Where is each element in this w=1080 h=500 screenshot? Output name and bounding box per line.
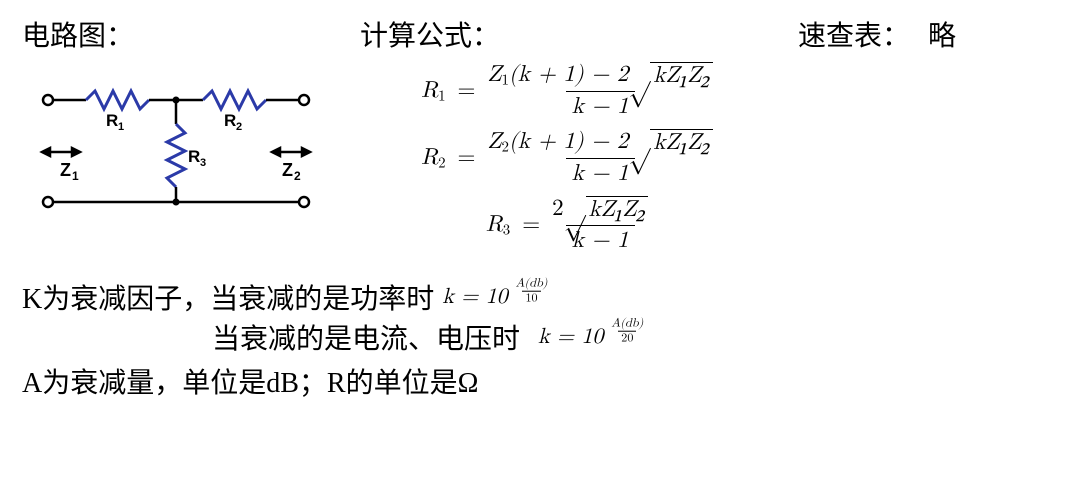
svg-text:1: 1 bbox=[72, 169, 79, 183]
note-k-voltage: 当衰减的是电流、电压时 k = 10 A(db) 20 bbox=[212, 317, 1058, 357]
svg-text:2: 2 bbox=[236, 121, 242, 133]
svg-text:Z: Z bbox=[60, 160, 71, 180]
formulas-block: R1 = Z1(k + 1) − 2√kZ₁Z₂ k − 1 R2 = Z2(k… bbox=[360, 62, 780, 255]
svg-text:Z: Z bbox=[282, 160, 293, 180]
circuit-diagram: Z 1 Z 2 R 1 R 2 R 3 bbox=[26, 72, 342, 237]
svg-text:R: R bbox=[188, 147, 200, 166]
formula-label: 计算公式： bbox=[360, 14, 780, 54]
table-omit: 略 bbox=[928, 21, 956, 52]
svg-text:2: 2 bbox=[294, 169, 301, 183]
svg-text:1: 1 bbox=[118, 121, 124, 133]
eq-r1: R1 = Z1(k + 1) − 2√kZ₁Z₂ k − 1 bbox=[360, 62, 780, 121]
eq-r3: R3 = 2√kZ₁Z₂ k − 1 bbox=[360, 196, 780, 255]
table-label: 速查表： bbox=[798, 21, 910, 52]
svg-text:3: 3 bbox=[200, 157, 206, 169]
note-k-power: K为衰减因子，当衰减的是功率时 k = 10 A(db) 10 bbox=[22, 277, 1058, 317]
eq-r2: R2 = Z2(k + 1) − 2√kZ₁Z₂ k − 1 bbox=[360, 129, 780, 188]
svg-text:R: R bbox=[224, 111, 236, 130]
circuit-label: 电路图： bbox=[22, 14, 342, 54]
svg-text:R: R bbox=[106, 111, 118, 130]
note-a: A为衰减量，单位是dB；R的单位是Ω bbox=[22, 361, 1058, 401]
